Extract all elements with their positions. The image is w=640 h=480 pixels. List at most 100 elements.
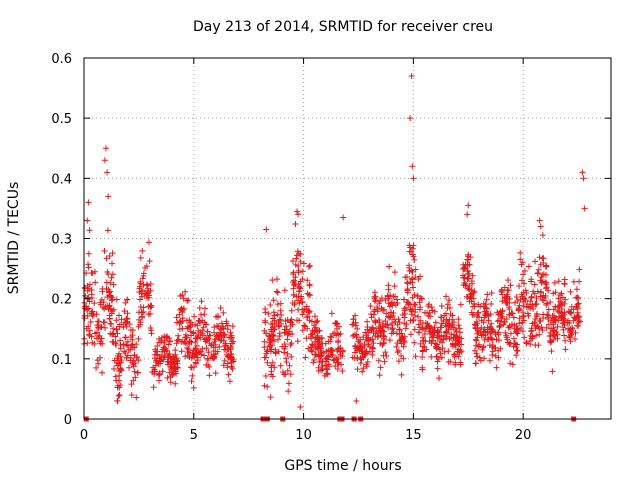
y-tick-label: 0.1: [51, 353, 72, 368]
data-point: [204, 337, 211, 344]
data-point: [353, 397, 360, 404]
data-point: [274, 289, 281, 296]
data-point: [159, 348, 166, 355]
data-point: [147, 302, 154, 309]
data-point: [220, 331, 227, 338]
data-point: [397, 337, 404, 344]
data-point: [376, 300, 383, 307]
data-point: [558, 299, 565, 306]
data-point: [267, 348, 274, 355]
data-point: [271, 312, 278, 319]
data-point: [332, 362, 339, 369]
data-point: [269, 359, 276, 366]
data-point: [319, 358, 326, 365]
data-point: [180, 295, 187, 302]
data-point: [530, 303, 537, 310]
data-point: [468, 309, 475, 316]
x-tick-label: 20: [515, 428, 532, 443]
data-point: [268, 364, 275, 371]
data-point: [81, 315, 88, 322]
data-point: [560, 315, 567, 322]
data-point: [277, 300, 284, 307]
data-point: [464, 211, 471, 218]
data-point: [434, 332, 441, 339]
data-point: [294, 248, 301, 255]
data-point: [98, 335, 105, 342]
data-point: [417, 295, 424, 302]
data-point: [299, 311, 306, 318]
data-point: [412, 312, 419, 319]
data-point: [451, 353, 458, 360]
data-point: [130, 377, 137, 384]
data-point: [546, 337, 553, 344]
data-point: [194, 335, 201, 342]
data-point: [535, 342, 542, 349]
data-point: [124, 296, 131, 303]
data-point: [510, 314, 517, 321]
data-point: [540, 311, 547, 318]
data-point: [479, 332, 486, 339]
data-point: [222, 340, 229, 347]
data-point: [281, 326, 288, 333]
data-point: [406, 242, 413, 249]
data-point: [380, 321, 387, 328]
data-point: [555, 278, 562, 285]
data-point: [166, 338, 173, 345]
data-point: [117, 321, 123, 328]
data-point: [226, 334, 233, 341]
data-point: [519, 319, 526, 326]
data-point: [500, 321, 507, 328]
data-point: [148, 303, 155, 310]
data-point: [364, 358, 371, 365]
data-point: [192, 339, 199, 346]
data-point: [368, 311, 375, 318]
data-point: [412, 266, 419, 273]
data-point: [294, 338, 301, 345]
data-point: [111, 365, 118, 372]
data-point: [507, 340, 514, 347]
data-point: [288, 340, 295, 347]
data-point: [467, 291, 474, 298]
data-point: [396, 337, 403, 344]
data-point: [511, 325, 518, 332]
data-point: [206, 372, 213, 379]
data-point: [95, 360, 102, 367]
data-point: [110, 281, 117, 288]
data-point: [289, 257, 296, 264]
data-point: [406, 268, 413, 275]
data-point: [354, 344, 361, 351]
data-point: [118, 367, 125, 374]
data-point: [124, 352, 131, 359]
data-point: [498, 310, 505, 317]
data-point: [307, 333, 314, 340]
data-point: [514, 298, 521, 305]
data-point: [110, 306, 117, 313]
data-point: [124, 338, 131, 345]
data-point: [475, 309, 482, 316]
data-point: [292, 261, 299, 268]
data-point: [457, 359, 464, 366]
data-point: [311, 356, 318, 363]
data-point: [377, 364, 384, 371]
data-point: [533, 300, 540, 307]
data-point: [261, 354, 268, 361]
data-point: [306, 282, 313, 289]
data-point: [102, 145, 109, 152]
data-point: [317, 347, 324, 354]
data-point: [334, 365, 341, 372]
data-point: [222, 346, 229, 353]
data-point: [169, 354, 176, 361]
data-point: [383, 352, 390, 359]
data-point: [369, 325, 376, 332]
data-point: [182, 331, 189, 338]
data-point: [411, 326, 418, 333]
data-point: [464, 256, 471, 263]
x-tick-labels: 0 5 10 15 20: [80, 428, 532, 443]
data-point: [174, 364, 181, 371]
data-point: [549, 368, 556, 375]
data-point: [540, 292, 547, 299]
data-point: [420, 326, 427, 333]
data-point: [277, 317, 284, 324]
data-point: [367, 302, 374, 309]
data-point: [228, 334, 235, 341]
